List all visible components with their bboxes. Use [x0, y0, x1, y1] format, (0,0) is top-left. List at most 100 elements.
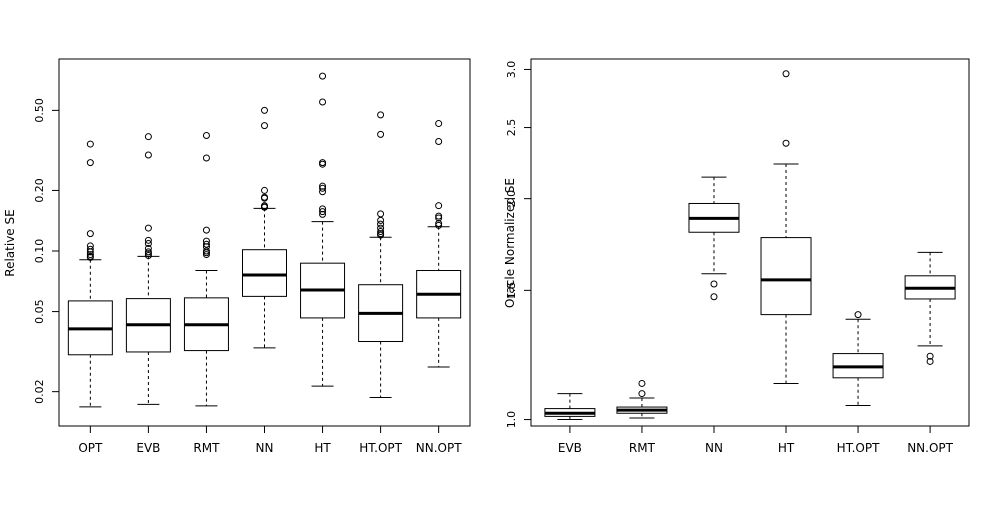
box-ht-opt [358, 111, 404, 399]
x-tick-label: OPT [78, 441, 103, 455]
outlier-point [144, 151, 152, 159]
plot-frame [530, 58, 970, 427]
box-nn [242, 106, 287, 349]
y-tick-label: 0.20 [33, 178, 46, 203]
y-tick-label: 0.05 [33, 299, 46, 324]
outlier-point [377, 111, 385, 119]
box-rmt [616, 379, 668, 419]
y-tick-label: 0.10 [33, 239, 46, 264]
outlier-point [144, 224, 152, 232]
outlier-point [854, 311, 862, 319]
outlier-point [202, 154, 210, 162]
outlier-point [144, 250, 152, 258]
outlier-point [144, 251, 152, 259]
box-rmt [183, 132, 229, 407]
outlier-point [638, 379, 646, 387]
y-axis: 1.0 1.5 2.0 2.5 3.0 [505, 61, 531, 429]
outlier-point [638, 390, 646, 398]
outlier-point [377, 220, 385, 228]
panel-relative-se: Relative SE 0.02 0.05 0.10 0.20 0.50 OPT EVB R… [3, 58, 471, 455]
outlier-point [202, 132, 210, 140]
x-tick-label: HT [778, 441, 795, 455]
outlier-point [86, 251, 94, 259]
y-axis: 0.02 0.05 0.10 0.20 0.50 [33, 98, 59, 404]
outlier-point [319, 160, 327, 168]
outlier-point [377, 231, 385, 239]
x-tick-label: HT.OPT [359, 441, 402, 455]
outlier-point [86, 245, 94, 253]
outlier-point [319, 98, 327, 106]
outlier-point [319, 210, 327, 218]
box-opt [67, 140, 113, 408]
x-tick-label: NN.OPT [907, 441, 953, 455]
outlier-point [926, 352, 934, 360]
box-ht-opt [832, 311, 884, 407]
box-evb [125, 133, 171, 405]
outlier-point [319, 208, 327, 216]
outlier-point [782, 139, 790, 147]
outlier-point [435, 221, 443, 229]
x-tick-label: RMT [193, 441, 220, 455]
outlier-point [261, 203, 268, 211]
iqr-box [242, 249, 287, 297]
y-tick-label: 0.02 [33, 379, 46, 404]
outlier-point [319, 188, 327, 196]
iqr-box [760, 237, 812, 316]
outlier-point [261, 106, 268, 114]
outlier-point [435, 202, 443, 210]
outlier-point [86, 159, 94, 167]
y-tick-label: 1.0 [505, 411, 518, 429]
x-tick-label: EVB [136, 441, 160, 455]
x-axis: OPT EVB RMT NN HT HT.OPT NN.OPT [78, 426, 462, 455]
box-nn-opt [416, 120, 462, 368]
outlier-point [202, 226, 210, 234]
outlier-point [86, 253, 94, 261]
outlier-point [86, 248, 94, 256]
outlier-point [144, 239, 152, 247]
outlier-point [86, 140, 94, 148]
outlier-point [202, 251, 210, 259]
outlier-point [710, 293, 718, 301]
x-tick-label: HT.OPT [837, 441, 880, 455]
x-tick-label: EVB [558, 441, 582, 455]
outlier-point [86, 230, 94, 238]
y-tick-label: 2.0 [505, 190, 518, 208]
outlier-point [144, 133, 152, 141]
outlier-point [377, 210, 385, 218]
boxes [67, 72, 462, 408]
outlier-point [261, 186, 268, 194]
box-ht [760, 70, 812, 384]
plot-frame [58, 58, 471, 427]
y-tick-label: 3.0 [505, 61, 518, 79]
box-evb [544, 393, 596, 421]
boxes [544, 70, 956, 421]
y-tick-label: 0.50 [33, 98, 46, 123]
box-nn [688, 176, 740, 301]
outlier-point [782, 70, 790, 78]
outlier-point [144, 244, 152, 252]
outlier-point [319, 184, 327, 192]
outlier-point [377, 216, 385, 224]
box-nn-opt [904, 251, 956, 365]
y-tick-label: 1.5 [505, 282, 518, 300]
outlier-point [202, 240, 210, 248]
outlier-point [261, 194, 268, 202]
outlier-point [710, 280, 718, 288]
outlier-point [261, 122, 268, 130]
outlier-point [926, 357, 934, 365]
outlier-point [144, 236, 152, 244]
x-tick-label: NN [705, 441, 723, 455]
outlier-point [377, 130, 385, 138]
outlier-point [435, 219, 443, 227]
y-axis-label: Oracle Normalized SE [503, 178, 517, 308]
x-tick-label: NN.OPT [416, 441, 462, 455]
outlier-point [435, 138, 443, 146]
panel-oracle-normalized-se: Oracle Normalized SE 1.0 1.5 2.0 2.5 3.0 EVB… [503, 58, 970, 455]
x-tick-label: HT [314, 441, 331, 455]
x-tick-label: NN [256, 441, 274, 455]
box-ht [300, 72, 346, 387]
outlier-point [319, 72, 327, 80]
y-tick-label: 2.5 [505, 119, 518, 136]
